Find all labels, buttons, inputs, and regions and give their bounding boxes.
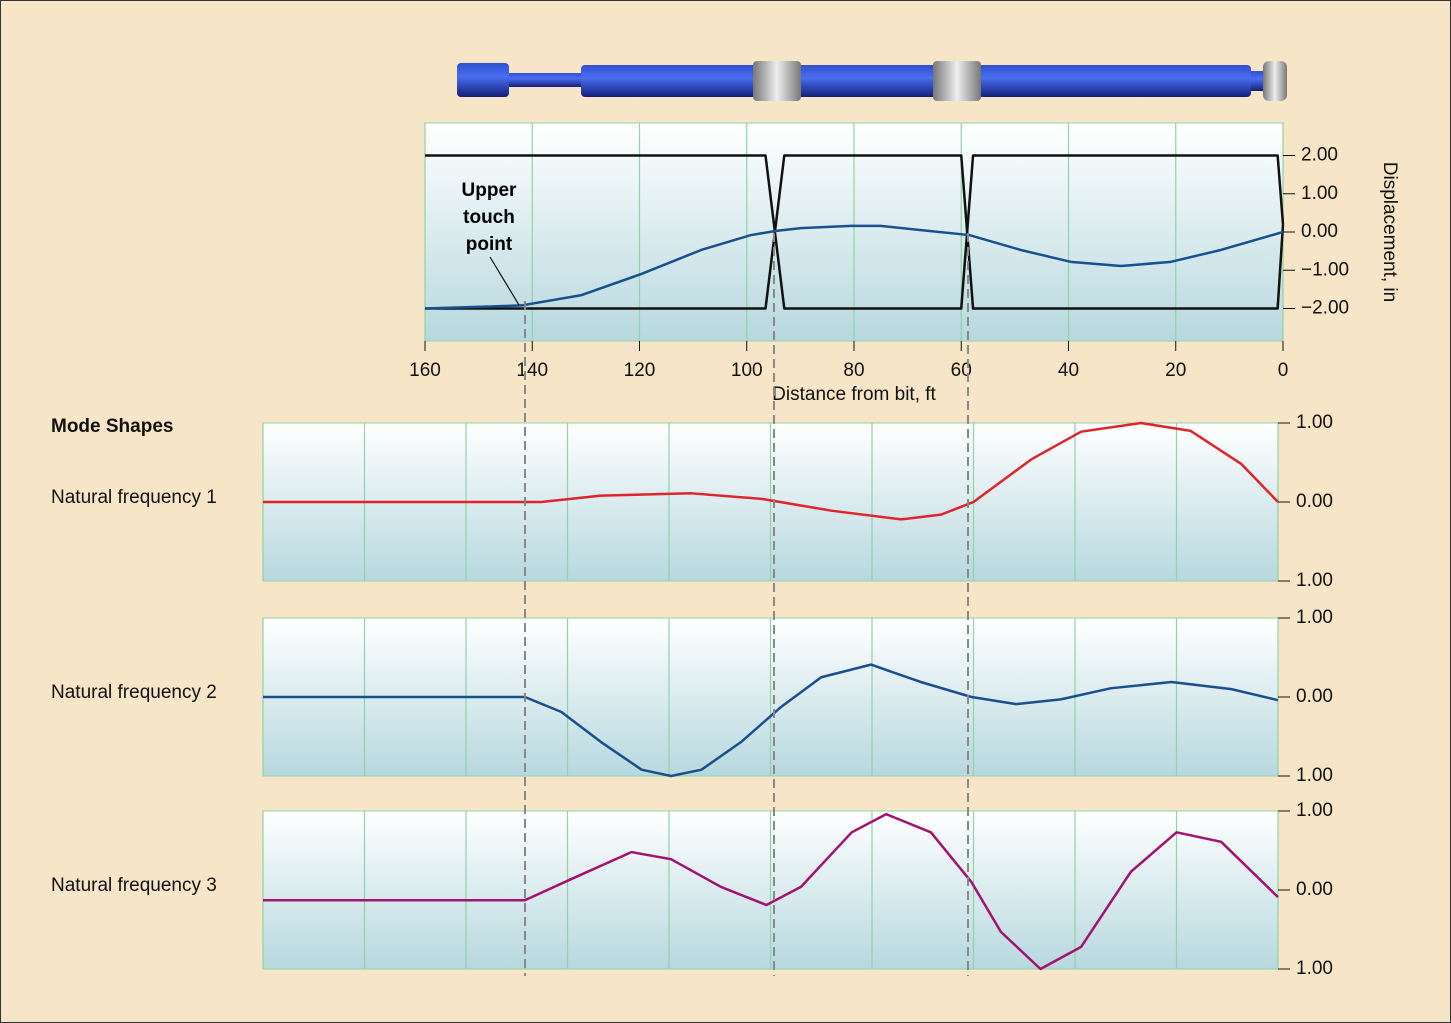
x-tick-label: 140 xyxy=(516,360,548,381)
x-tick-label: 100 xyxy=(731,360,763,381)
section-title: Mode Shapes xyxy=(51,416,173,437)
y-tick-label: 0.00 xyxy=(1301,221,1338,242)
x-axis-label: Distance from bit, ft xyxy=(772,384,936,405)
y-tick-label: −2.00 xyxy=(1301,298,1349,319)
y-tick-label: −1.00 xyxy=(1301,259,1349,280)
panel-label: Natural frequency 1 xyxy=(51,487,217,508)
y-tick-label: 1.00 xyxy=(1296,607,1333,628)
panel-label: Natural frequency 3 xyxy=(51,875,217,896)
panel-label: Natural frequency 2 xyxy=(51,682,217,703)
y-tick-label: 1.00 xyxy=(1296,765,1333,786)
drill-string xyxy=(457,61,1287,101)
chart: Mode Shapes 1601401201008060402002.001.0… xyxy=(1,1,1450,1022)
x-tick-label: 160 xyxy=(409,360,441,381)
y-tick-label: 1.00 xyxy=(1296,958,1333,979)
x-tick-label: 40 xyxy=(1058,360,1079,381)
y-axis-label: Displacement, in xyxy=(1379,162,1400,302)
y-tick-label: 0.00 xyxy=(1296,879,1333,900)
x-tick-label: 80 xyxy=(843,360,864,381)
y-tick-label: 1.00 xyxy=(1296,412,1333,433)
y-tick-label: 0.00 xyxy=(1296,491,1333,512)
x-tick-label: 120 xyxy=(624,360,656,381)
y-tick-label: 0.00 xyxy=(1296,686,1333,707)
y-tick-label: 1.00 xyxy=(1296,800,1333,821)
x-tick-label: 0 xyxy=(1278,360,1289,381)
y-tick-label: 2.00 xyxy=(1301,145,1338,166)
x-tick-label: 20 xyxy=(1165,360,1186,381)
annotation: Upper touch point xyxy=(451,177,527,258)
y-tick-label: 1.00 xyxy=(1296,570,1333,591)
y-tick-label: 1.00 xyxy=(1301,183,1338,204)
figure: Mode Shapes 1601401201008060402002.001.0… xyxy=(0,0,1451,1023)
